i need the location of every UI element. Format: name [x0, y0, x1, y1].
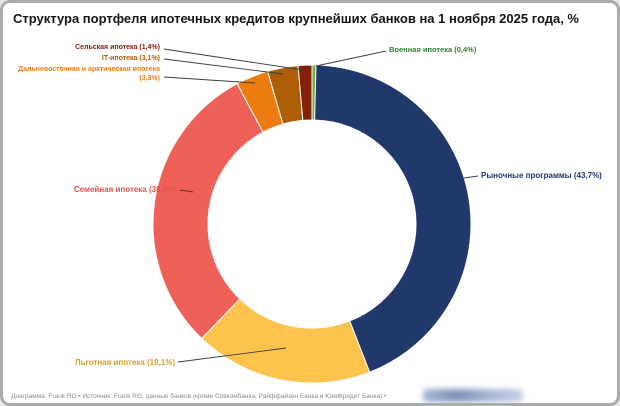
segment-label-it: IT-ипотека (3,1%) [101, 55, 160, 62]
chart-title: Структура портфеля ипотечных кредитов кр… [13, 11, 579, 26]
leader-line-rural [163, 48, 304, 71]
segment-label-rural: Сельская ипотека (1,4%) [75, 44, 160, 51]
segment-label-preferential: Льготная ипотека (18,1%) [74, 358, 175, 367]
donut-segment [152, 83, 264, 340]
leader-line-military [315, 50, 387, 67]
source-attribution: Диаграмма: Frank RG • Источник: Frank RG… [11, 393, 387, 400]
blurred-logo [423, 389, 523, 402]
leader-line-pref [177, 347, 287, 363]
donut-segment [297, 64, 313, 121]
segment-label-market-programs: Рыночные программы (43,7%) [481, 171, 602, 180]
leader-line-family [179, 189, 194, 193]
segment-label-family: Семейная ипотека (30,0%) [73, 185, 177, 194]
leader-line-market [463, 175, 479, 179]
segment-label-far-east-arctic: Дальневосточная и арктическая ипотека (3… [18, 66, 160, 82]
donut-segment [314, 64, 472, 373]
segment-label-military: Военная ипотека (0,4%) [389, 45, 477, 54]
donut-arcs [152, 64, 472, 384]
leader-line-fareast [163, 76, 256, 84]
leader-line-it [163, 58, 284, 75]
donut-chart [152, 48, 479, 384]
